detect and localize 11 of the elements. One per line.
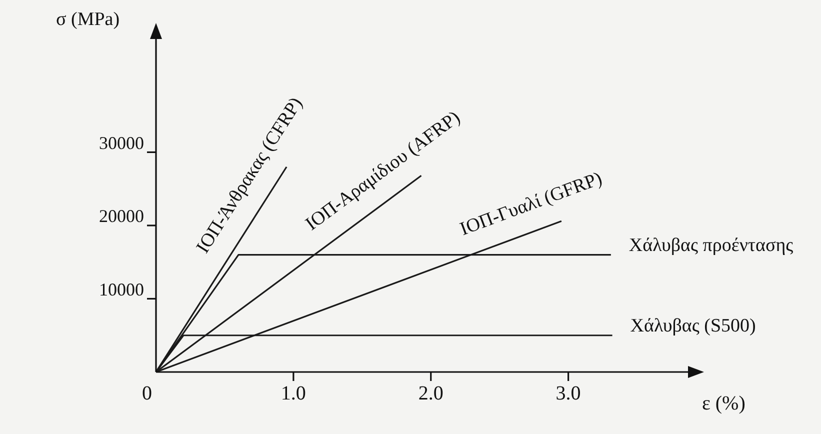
x-axis-title: ε (%) [702, 392, 746, 414]
x-tick-label: 0 [142, 382, 152, 404]
series-label: Χάλυβας (S500) [630, 315, 756, 336]
y-tick-label: 10000 [99, 279, 144, 300]
x-tick-label: 2.0 [418, 382, 444, 404]
y-tick-label: 20000 [99, 206, 144, 226]
y-axis-title: σ (MPa) [56, 8, 120, 30]
y-tick-label: 30000 [99, 132, 144, 153]
x-tick-label: 1.0 [280, 382, 306, 404]
x-tick-label: 3.0 [556, 382, 581, 404]
series-label: Χάλυβας προέντασης [628, 234, 794, 256]
